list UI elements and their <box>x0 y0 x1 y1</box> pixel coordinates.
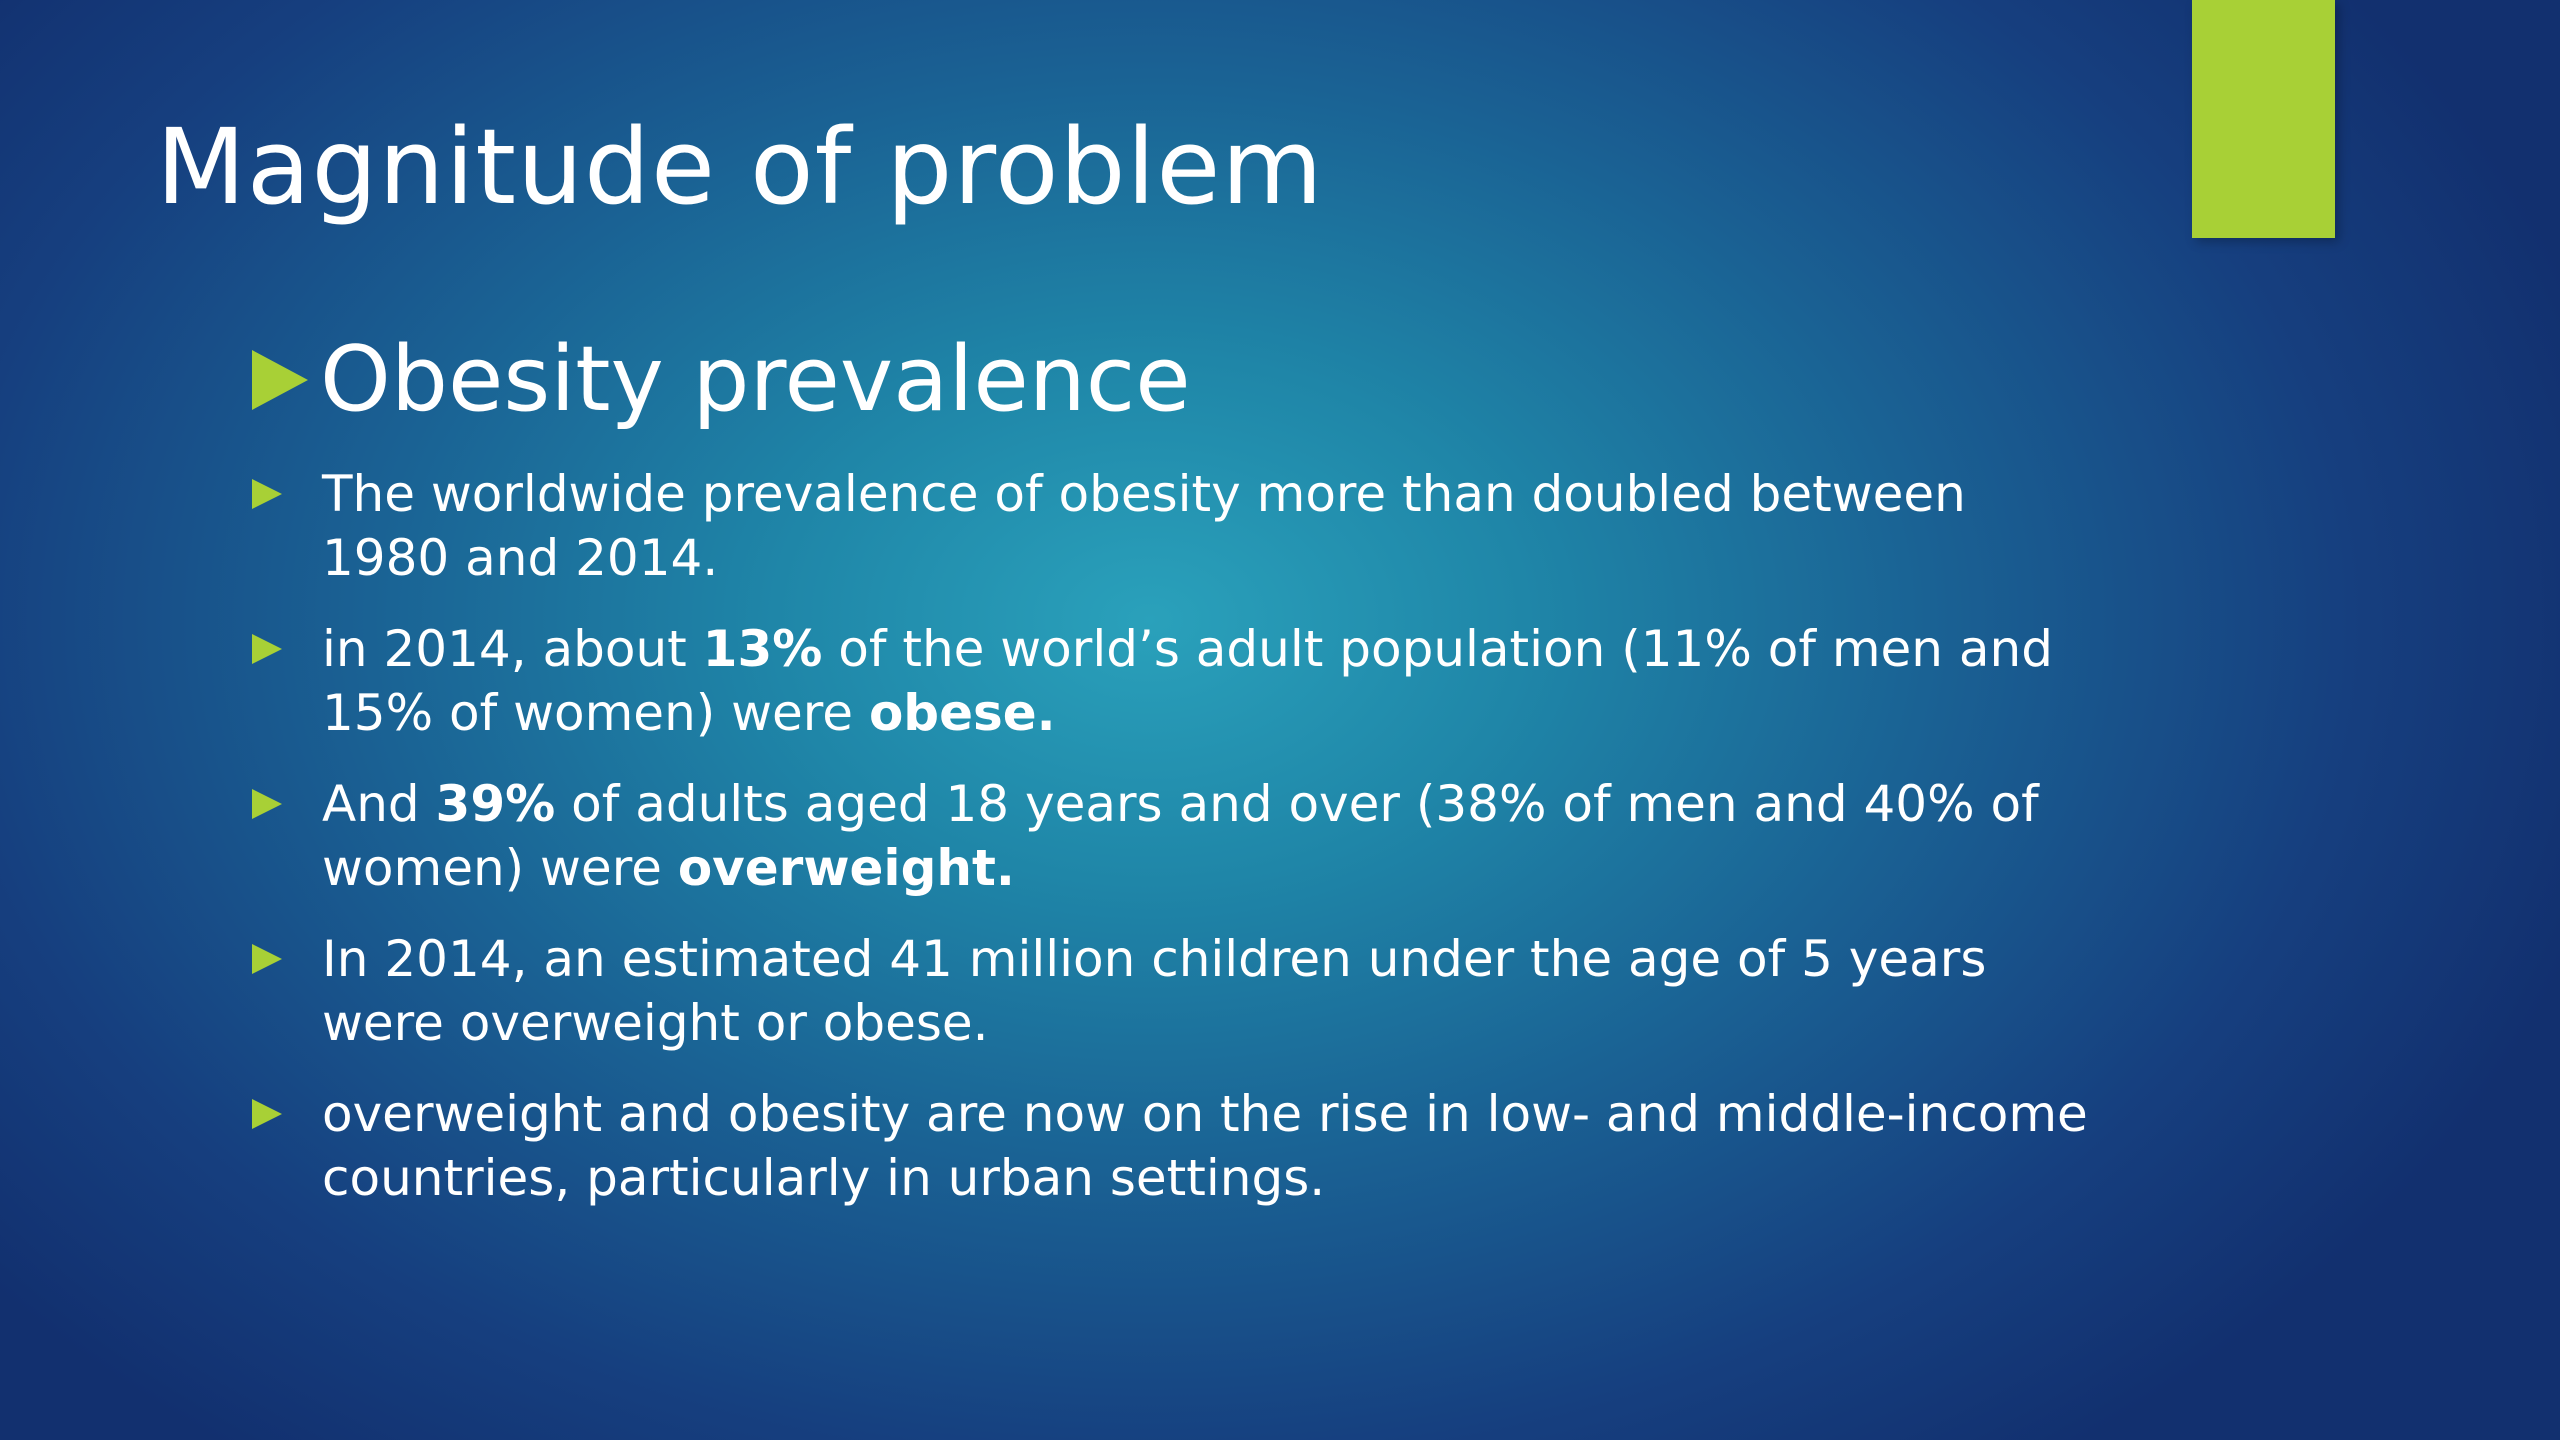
bullet-emphasis: obese. <box>868 684 1056 742</box>
bullet-text: overweight and obesity are now on the ri… <box>322 1085 2088 1207</box>
slide-title: Magnitude of problem <box>156 106 1324 228</box>
bullet-item: The worldwide prevalence of obesity more… <box>252 462 2102 590</box>
bullet-item: In 2014, an estimated 41 million childre… <box>252 927 2102 1055</box>
bullet-item: in 2014, about 13% of the world’s adult … <box>252 617 2102 745</box>
bullet-text: of adults aged 18 years and over (38% of… <box>322 775 2039 897</box>
bullet-emphasis: 39% <box>435 775 556 833</box>
bullet-item: overweight and obesity are now on the ri… <box>252 1082 2102 1210</box>
bullet-text: And <box>322 775 436 833</box>
bullet-list: The worldwide prevalence of obesity more… <box>252 462 2102 1237</box>
triangle-bullet-icon <box>252 350 308 410</box>
bullet-text: of the world’s adult population (11% of … <box>322 620 2053 742</box>
bullet-item: And 39% of adults aged 18 years and over… <box>252 772 2102 900</box>
triangle-bullet-icon <box>252 634 282 664</box>
bullet-text: The worldwide prevalence of obesity more… <box>322 465 1966 587</box>
bullet-text: in 2014, about <box>322 620 703 678</box>
accent-bar <box>2192 0 2335 238</box>
subheading: Obesity prevalence <box>252 326 1191 434</box>
triangle-bullet-icon <box>252 1099 282 1129</box>
bullet-text: In 2014, an estimated 41 million childre… <box>322 930 1987 1052</box>
triangle-bullet-icon <box>252 479 282 509</box>
bullet-emphasis: overweight. <box>677 839 1015 897</box>
bullet-emphasis: 13% <box>702 620 823 678</box>
triangle-bullet-icon <box>252 944 282 974</box>
subheading-text: Obesity prevalence <box>320 327 1191 432</box>
triangle-bullet-icon <box>252 789 282 819</box>
